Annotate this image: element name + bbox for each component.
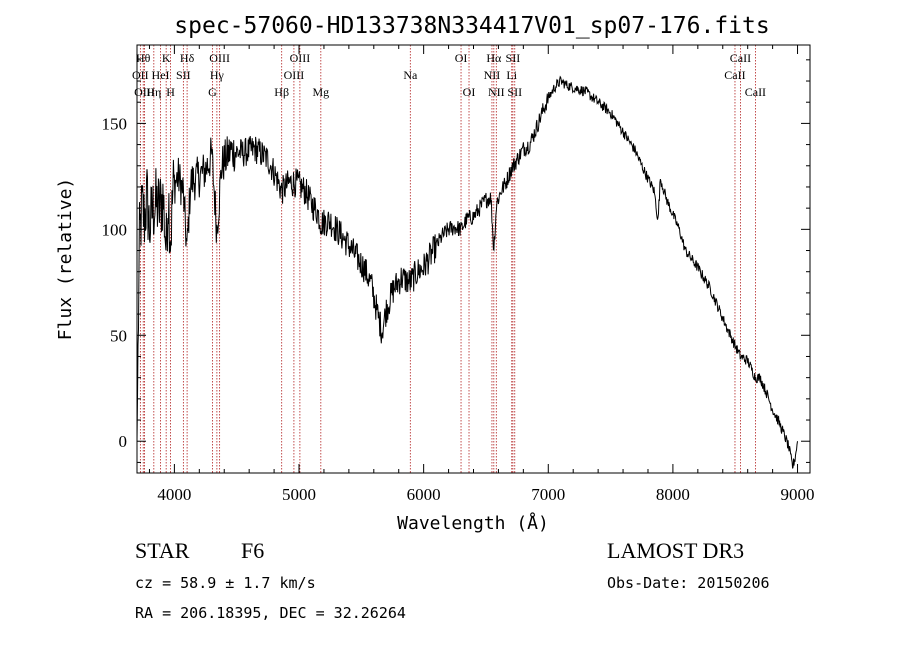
- chart-title: spec-57060-HD133738N334417V01_sp07-176.f…: [174, 13, 769, 39]
- object-subclass: F6: [241, 538, 265, 563]
- plot-frame: [136, 44, 811, 474]
- x-tick-label-0: 4000: [157, 485, 191, 504]
- line-label-26: CaII: [730, 51, 751, 65]
- x-axis-label: Wavelength (Å): [397, 512, 549, 534]
- line-label-14: OIII: [290, 51, 311, 65]
- x-tick-label-2: 6000: [407, 485, 441, 504]
- line-label-12: Hβ: [274, 85, 289, 99]
- x-tick-label-4: 8000: [656, 485, 690, 504]
- line-label-1: Hθ: [136, 51, 151, 65]
- line-label-17: OI: [455, 51, 468, 65]
- line-label-21: NII: [488, 85, 505, 99]
- redshift-readout: cz = 58.9 ± 1.7 km/s: [135, 574, 316, 592]
- line-label-4: HeI: [152, 68, 170, 82]
- coordinates: RA = 206.18395, DEC = 32.26264: [135, 604, 406, 622]
- line-label-13: OIII: [284, 68, 305, 82]
- y-tick-label-0: 0: [119, 432, 128, 451]
- line-label-11: OIII: [209, 51, 230, 65]
- line-label-3: Hη: [146, 85, 161, 99]
- y-tick-label-3: 150: [102, 114, 128, 133]
- line-label-19: NII: [484, 68, 501, 82]
- line-label-7: SII: [176, 68, 191, 82]
- survey-name: LAMOST DR3: [607, 538, 745, 563]
- line-label-5: K: [162, 51, 171, 65]
- line-label-8: Hδ: [180, 51, 195, 65]
- line-label-2: OIII: [134, 85, 155, 99]
- line-label-9: G: [208, 85, 217, 99]
- line-label-6: H: [166, 85, 175, 99]
- line-label-25: CaII: [724, 68, 745, 82]
- obs-date: Obs-Date: 20150206: [607, 574, 770, 592]
- line-label-18: OI: [463, 85, 476, 99]
- line-label-15: Mg: [312, 85, 329, 99]
- line-label-10: Hγ: [210, 68, 225, 82]
- y-tick-label-2: 100: [102, 220, 128, 239]
- axis-ticks: 4000 5000 6000 7000 8000 9000 0 50 100 150: [102, 45, 815, 504]
- object-class: STAR: [135, 538, 190, 563]
- line-label-27: CaII: [745, 85, 766, 99]
- x-tick-label-1: 5000: [282, 485, 316, 504]
- flux-series-line: [136, 75, 798, 469]
- line-markers: [139, 45, 756, 473]
- y-tick-label-1: 50: [110, 326, 127, 345]
- line-label-16: Na: [403, 68, 418, 82]
- line-label-23: SII: [506, 51, 521, 65]
- x-tick-label-5: 9000: [781, 485, 815, 504]
- line-label-0: OII: [132, 68, 149, 82]
- y-axis-label: Flux (relative): [55, 178, 76, 341]
- x-tick-label-3: 7000: [531, 485, 565, 504]
- line-labels: OIIHθOIIIHηHeIKHSIIHδGHγOIIIHβOIIIOIIIMg…: [132, 51, 766, 99]
- line-label-24: SII: [507, 85, 522, 99]
- line-label-20: Hα: [486, 51, 502, 65]
- line-label-22: Li: [506, 68, 517, 82]
